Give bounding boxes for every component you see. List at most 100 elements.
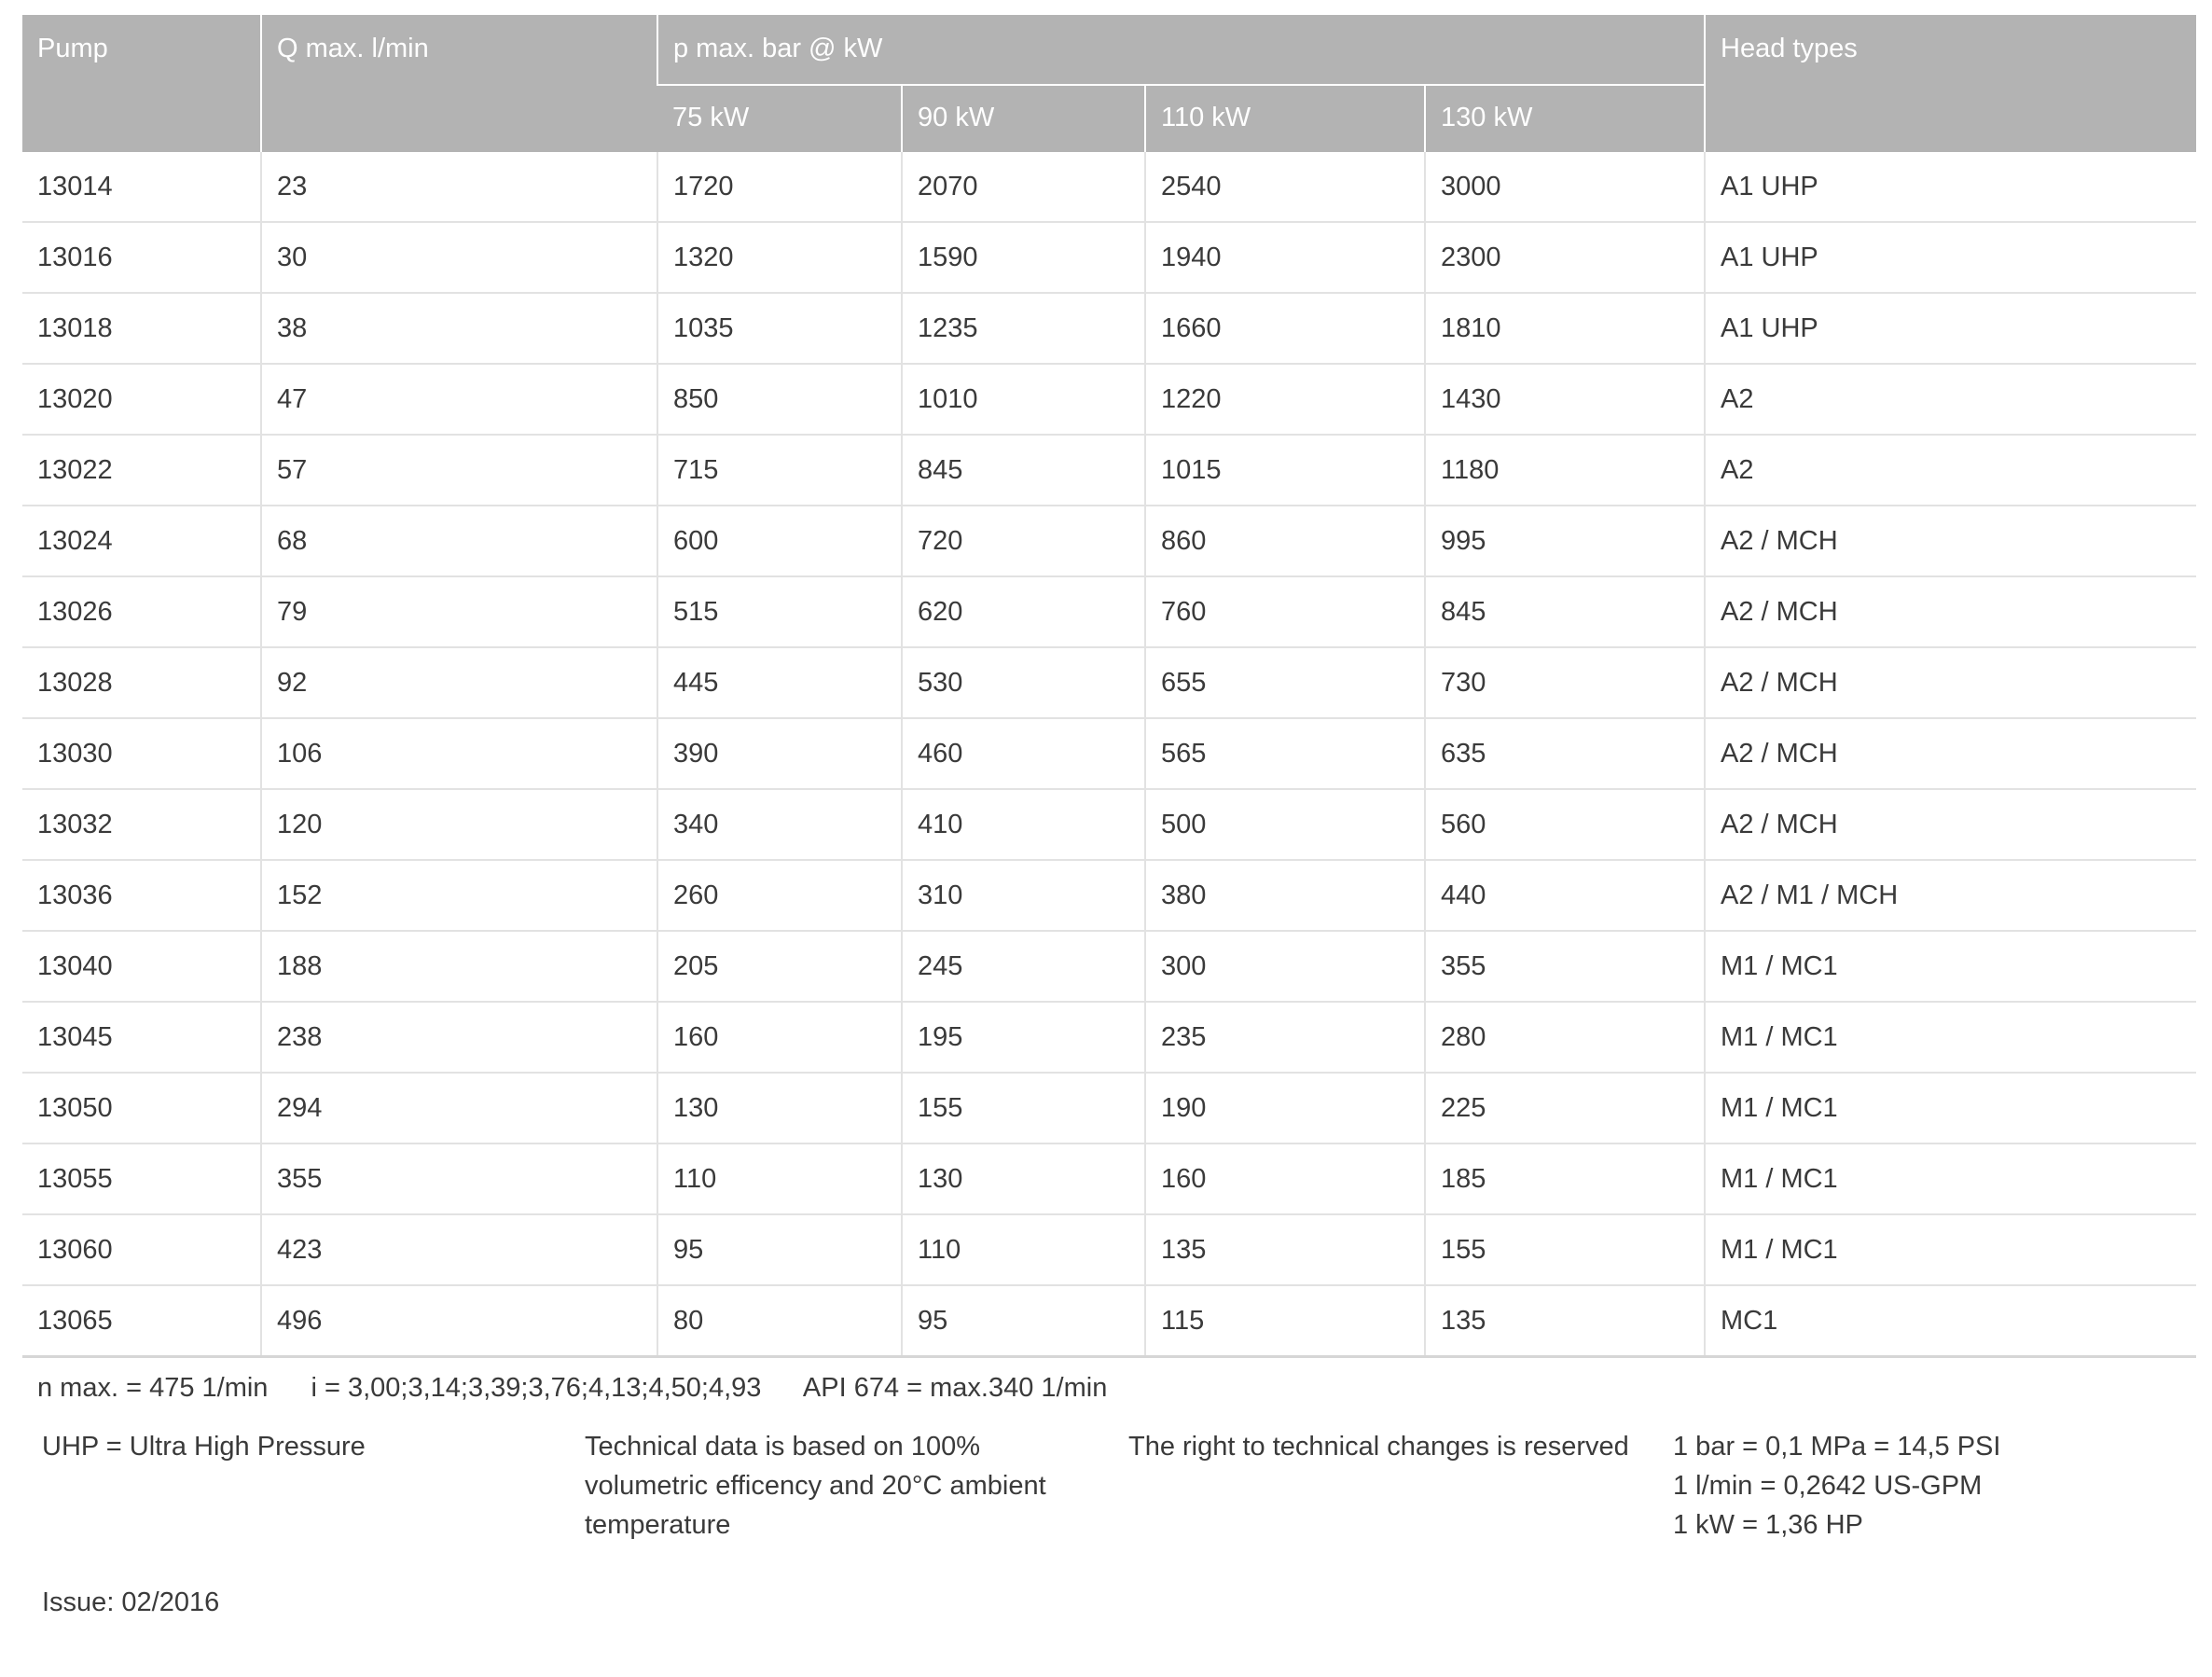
technical-line: Technical data is based on 100% [585,1432,981,1462]
cell-p-110kw: 1660 [1144,293,1425,365]
cell-pump: 13028 [22,647,261,719]
cell-p-75kw: 1720 [657,152,902,223]
cell-pump: 13016 [22,222,261,294]
cell-p-75kw: 80 [657,1285,902,1358]
cell-p-90kw: 620 [901,576,1145,648]
cell-p-90kw: 130 [901,1143,1145,1215]
cell-p-130kw: 1430 [1424,364,1705,436]
cell-p-90kw: 95 [901,1285,1145,1358]
cell-p-130kw: 225 [1424,1073,1705,1144]
cell-p-75kw: 1035 [657,293,902,365]
cell-p-110kw: 655 [1144,647,1425,719]
cell-q-max: 68 [260,506,657,577]
technical-note: Technical data is based on 100% volumetr… [585,1427,1046,1545]
cell-p-130kw: 3000 [1424,152,1705,223]
cell-p-90kw: 195 [901,1002,1145,1074]
technical-line: volumetric efficency and 20°C ambient [585,1471,1046,1501]
cell-head-types: A2 / MCH [1704,718,2196,790]
cell-pump: 13065 [22,1285,261,1358]
n-max-note: n max. = 475 1/min [37,1373,269,1403]
cell-p-90kw: 845 [901,435,1145,506]
cell-pump: 13036 [22,860,261,932]
cell-p-130kw: 185 [1424,1143,1705,1215]
cell-p-130kw: 355 [1424,931,1705,1003]
cell-p-90kw: 310 [901,860,1145,932]
cell-pump: 13060 [22,1214,261,1286]
cell-p-110kw: 235 [1144,1002,1425,1074]
cell-p-110kw: 1940 [1144,222,1425,294]
pump-data-table: Pump Q max. l/min p max. bar @ kW Head t… [22,15,2196,1358]
cell-p-75kw: 130 [657,1073,902,1144]
table-row: 13026 79 515 620 760 845 A2 / MCH [22,576,2196,648]
header-p-max: p max. bar @ kW [657,15,1705,85]
table-row: 13040 188 205 245 300 355 M1 / MC1 [22,931,2196,1003]
conversion-line: 1 l/min = 0,2642 US-GPM [1673,1471,1983,1501]
cell-head-types: A2 / MCH [1704,576,2196,648]
cell-q-max: 92 [260,647,657,719]
cell-p-110kw: 860 [1144,506,1425,577]
specs-line: n max. = 475 1/min i = 3,00;3,14;3,39;3,… [37,1368,1142,1407]
cell-q-max: 30 [260,222,657,294]
table-row: 13036 152 260 310 380 440 A2 / M1 / MCH [22,860,2196,932]
cell-q-max: 57 [260,435,657,506]
cell-p-75kw: 600 [657,506,902,577]
cell-p-110kw: 135 [1144,1214,1425,1286]
cell-p-90kw: 410 [901,789,1145,861]
conversion-line: 1 bar = 0,1 MPa = 14,5 PSI [1673,1432,2001,1462]
cell-pump: 13045 [22,1002,261,1074]
cell-head-types: M1 / MC1 [1704,1002,2196,1074]
cell-head-types: A2 / M1 / MCH [1704,860,2196,932]
cell-q-max: 120 [260,789,657,861]
cell-head-types: M1 / MC1 [1704,1073,2196,1144]
cell-head-types: A1 UHP [1704,152,2196,223]
cell-head-types: A1 UHP [1704,293,2196,365]
cell-p-110kw: 1015 [1144,435,1425,506]
table-row: 13018 38 1035 1235 1660 1810 A1 UHP [22,293,2196,365]
cell-pump: 13050 [22,1073,261,1144]
issue-date: Issue: 02/2016 [42,1587,220,1617]
cell-q-max: 355 [260,1143,657,1215]
cell-p-90kw: 530 [901,647,1145,719]
cell-head-types: M1 / MC1 [1704,1214,2196,1286]
cell-pump: 13014 [22,152,261,223]
cell-p-75kw: 390 [657,718,902,790]
header-pump: Pump [22,15,261,152]
table-row: 13024 68 600 720 860 995 A2 / MCH [22,506,2196,577]
cell-head-types: A2 / MCH [1704,789,2196,861]
cell-p-90kw: 720 [901,506,1145,577]
ratio-note: i = 3,00;3,14;3,39;3,76;4,13;4,50;4,93 [311,1373,762,1403]
cell-p-130kw: 2300 [1424,222,1705,294]
table-row: 13028 92 445 530 655 730 A2 / MCH [22,647,2196,719]
cell-p-90kw: 245 [901,931,1145,1003]
header-head-types: Head types [1704,15,2196,152]
rights-note: The right to technical changes is reserv… [1128,1432,1629,1462]
cell-p-130kw: 1180 [1424,435,1705,506]
cell-head-types: A2 [1704,364,2196,436]
cell-q-max: 38 [260,293,657,365]
cell-head-types: A1 UHP [1704,222,2196,294]
header-q-max: Q max. l/min [260,15,657,152]
cell-p-110kw: 115 [1144,1285,1425,1358]
table-row: 13032 120 340 410 500 560 A2 / MCH [22,789,2196,861]
table-row: 13060 423 95 110 135 155 M1 / MC1 [22,1214,2196,1286]
cell-p-110kw: 760 [1144,576,1425,648]
cell-q-max: 238 [260,1002,657,1074]
api-note: API 674 = max.340 1/min [802,1373,1108,1403]
cell-pump: 13018 [22,293,261,365]
cell-p-110kw: 300 [1144,931,1425,1003]
table-row: 13045 238 160 195 235 280 M1 / MC1 [22,1002,2196,1074]
cell-q-max: 47 [260,364,657,436]
cell-q-max: 152 [260,860,657,932]
cell-p-90kw: 155 [901,1073,1145,1144]
cell-p-130kw: 730 [1424,647,1705,719]
table-row: 13050 294 130 155 190 225 M1 / MC1 [22,1073,2196,1144]
cell-p-75kw: 445 [657,647,902,719]
cell-p-130kw: 280 [1424,1002,1705,1074]
cell-q-max: 294 [260,1073,657,1144]
cell-p-75kw: 715 [657,435,902,506]
cell-pump: 13040 [22,931,261,1003]
cell-p-75kw: 160 [657,1002,902,1074]
cell-pump: 13032 [22,789,261,861]
cell-p-75kw: 515 [657,576,902,648]
cell-q-max: 496 [260,1285,657,1358]
